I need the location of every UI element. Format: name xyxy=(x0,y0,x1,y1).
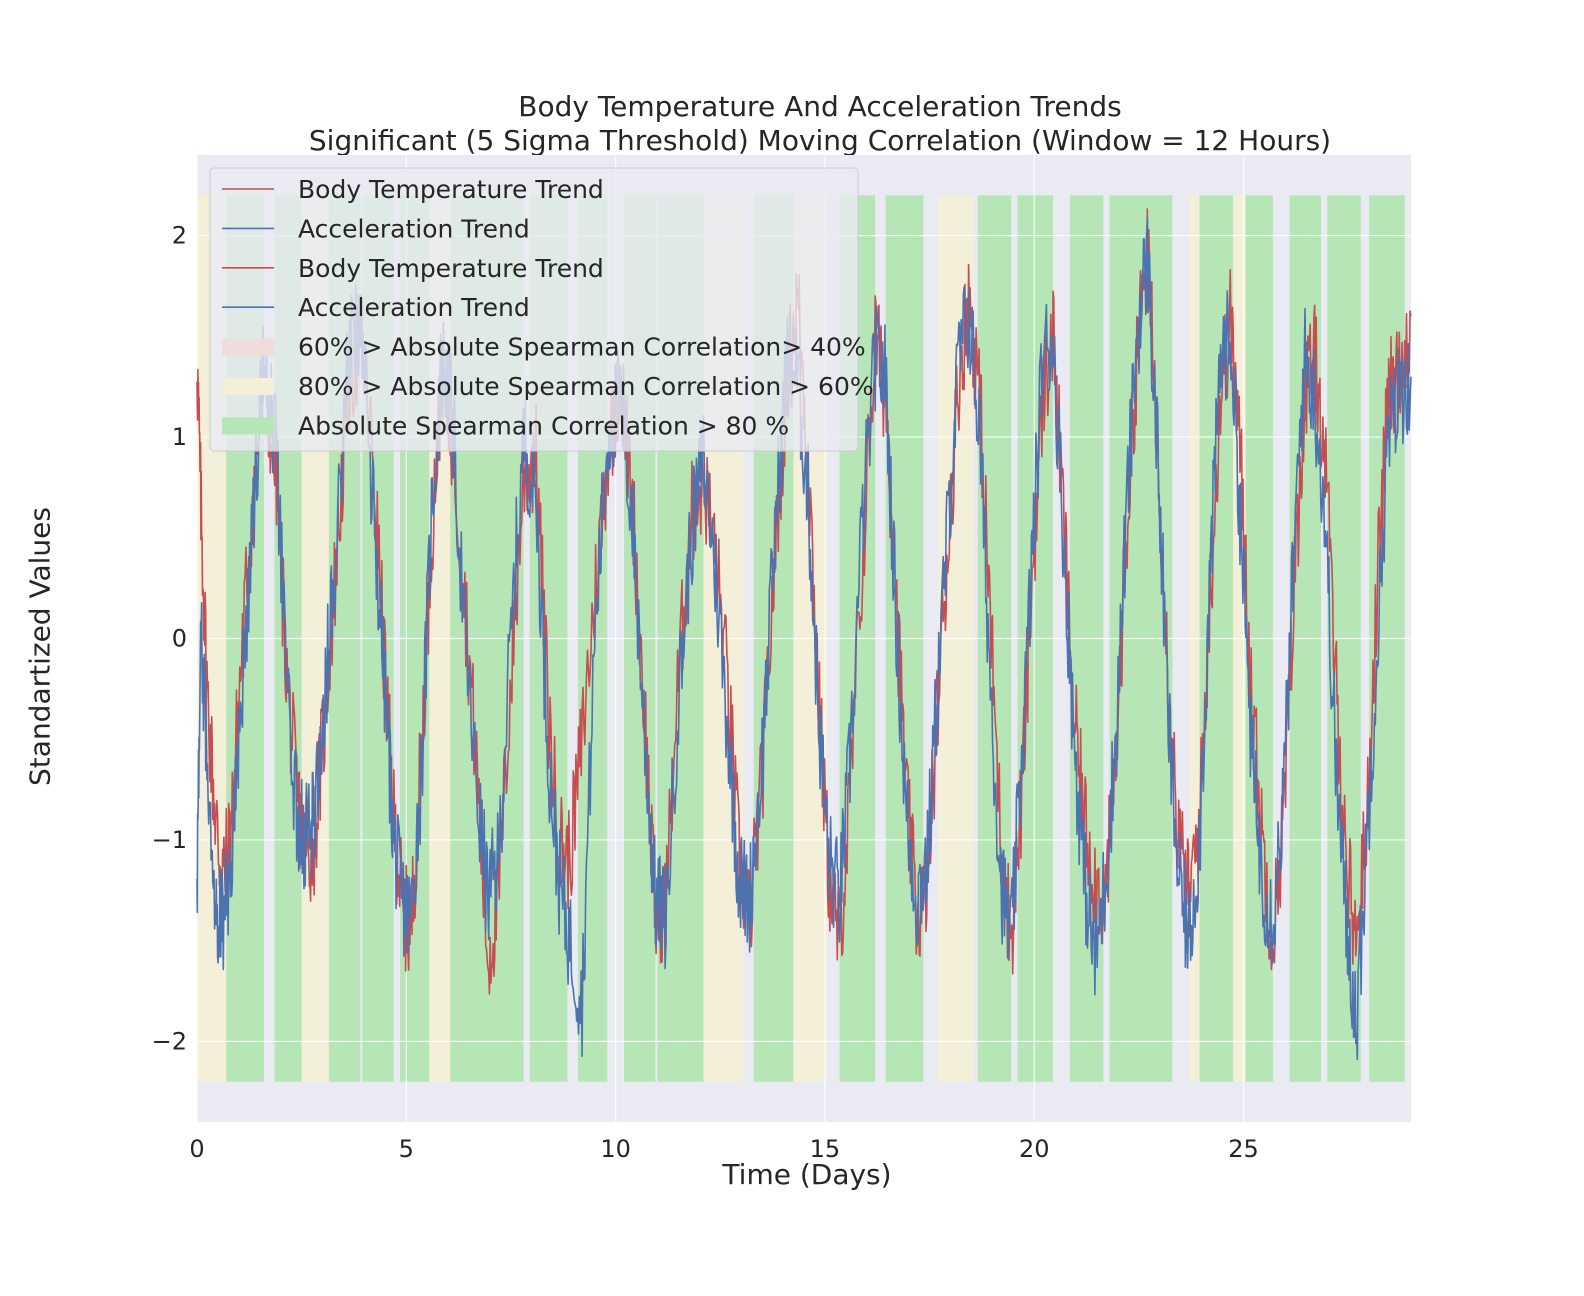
x-tick-label: 25 xyxy=(1228,1135,1259,1163)
legend-label: Body Temperature Trend xyxy=(298,175,604,204)
legend-label: Acceleration Trend xyxy=(298,214,530,243)
x-tick-label: 5 xyxy=(399,1135,414,1163)
legend-patch-swatch xyxy=(222,338,274,356)
legend-box xyxy=(209,167,859,452)
x-axis-label: Time (Days) xyxy=(722,1158,892,1191)
legend-label: Acceleration Trend xyxy=(298,293,530,322)
y-tick-label: −2 xyxy=(152,1027,187,1055)
legend-patch-swatch xyxy=(222,417,274,435)
chart-subtitle: Significant (5 Sigma Threshold) Moving C… xyxy=(308,124,1332,157)
y-axis-label: Standartized Values xyxy=(23,507,57,786)
legend-label: Absolute Spearman Correlation > 80 % xyxy=(298,411,789,440)
legend-label: 60% > Absolute Spearman Correlation> 40% xyxy=(298,333,866,362)
x-tick-label: 0 xyxy=(189,1135,204,1163)
data-series xyxy=(196,208,1412,1060)
y-tick-label: 2 xyxy=(172,222,187,250)
legend-label: Body Temperature Trend xyxy=(298,254,604,283)
legend-patch-swatch xyxy=(222,378,274,395)
legend-label: 80% > Absolute Spearman Correlation > 60… xyxy=(298,372,874,401)
x-tick-labels: 0 5 10 15 20 25 xyxy=(189,1135,1258,1163)
y-tick-label: 1 xyxy=(172,423,187,451)
legend: Body Temperature Trend Acceleration Trend… xyxy=(209,167,874,452)
y-tick-label: 0 xyxy=(172,625,187,653)
y-tick-labels: −2 −1 0 1 2 xyxy=(152,222,187,1056)
y-tick-label: −1 xyxy=(152,826,187,854)
acceleration-line xyxy=(196,218,1412,1060)
x-tick-label: 20 xyxy=(1019,1135,1050,1163)
x-tick-label: 10 xyxy=(600,1135,631,1163)
x-tick-label: 15 xyxy=(810,1135,841,1163)
chart-title: Body Temperature And Acceleration Trends xyxy=(518,90,1122,123)
